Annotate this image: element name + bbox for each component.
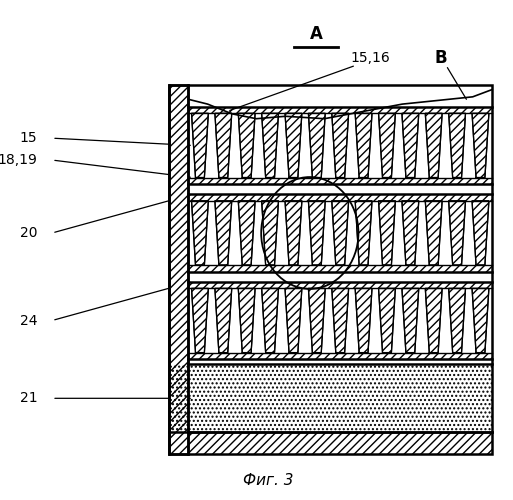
- Bar: [169, 84, 188, 454]
- Polygon shape: [425, 201, 442, 265]
- Text: 18,19: 18,19: [0, 153, 37, 167]
- Text: A: A: [309, 24, 322, 42]
- Polygon shape: [332, 114, 349, 178]
- Polygon shape: [472, 288, 489, 352]
- Bar: [188, 282, 492, 288]
- Polygon shape: [425, 288, 442, 352]
- Polygon shape: [238, 288, 255, 352]
- Polygon shape: [379, 288, 396, 352]
- Polygon shape: [238, 114, 255, 178]
- Polygon shape: [308, 201, 325, 265]
- Polygon shape: [191, 288, 208, 352]
- Bar: [169, 84, 188, 454]
- Polygon shape: [308, 288, 325, 352]
- Polygon shape: [215, 114, 232, 178]
- Polygon shape: [355, 201, 372, 265]
- Text: B: B: [435, 49, 447, 67]
- Bar: [169, 432, 492, 454]
- Bar: [169, 84, 492, 454]
- Polygon shape: [332, 288, 349, 352]
- Polygon shape: [191, 114, 208, 178]
- Polygon shape: [262, 114, 279, 178]
- Polygon shape: [191, 201, 208, 265]
- Polygon shape: [215, 201, 232, 265]
- Polygon shape: [308, 114, 325, 178]
- Text: 20: 20: [20, 226, 37, 240]
- Polygon shape: [262, 201, 279, 265]
- Polygon shape: [402, 114, 419, 178]
- Bar: [188, 265, 492, 272]
- Polygon shape: [379, 201, 396, 265]
- Polygon shape: [449, 114, 465, 178]
- Polygon shape: [285, 288, 302, 352]
- Bar: [188, 84, 492, 106]
- Polygon shape: [355, 288, 372, 352]
- Polygon shape: [262, 288, 279, 352]
- Bar: [188, 178, 492, 184]
- Text: 15: 15: [20, 131, 37, 145]
- Polygon shape: [472, 114, 489, 178]
- Bar: [188, 106, 492, 114]
- Polygon shape: [285, 114, 302, 178]
- Text: 24: 24: [20, 314, 37, 328]
- Polygon shape: [215, 288, 232, 352]
- Bar: [169, 84, 492, 454]
- Polygon shape: [332, 201, 349, 265]
- Polygon shape: [449, 201, 465, 265]
- Polygon shape: [355, 114, 372, 178]
- Bar: [188, 352, 492, 360]
- Bar: [169, 432, 492, 454]
- Polygon shape: [402, 201, 419, 265]
- Polygon shape: [402, 288, 419, 352]
- Bar: [169, 364, 188, 432]
- Text: 15,16: 15,16: [351, 51, 390, 65]
- Polygon shape: [425, 114, 442, 178]
- Bar: [188, 364, 492, 432]
- Polygon shape: [449, 288, 465, 352]
- Polygon shape: [238, 201, 255, 265]
- Polygon shape: [472, 201, 489, 265]
- Bar: [188, 364, 492, 432]
- Text: 21: 21: [20, 392, 37, 406]
- Bar: [188, 194, 492, 201]
- Text: Фиг. 3: Фиг. 3: [243, 474, 294, 488]
- Polygon shape: [285, 201, 302, 265]
- Polygon shape: [379, 114, 396, 178]
